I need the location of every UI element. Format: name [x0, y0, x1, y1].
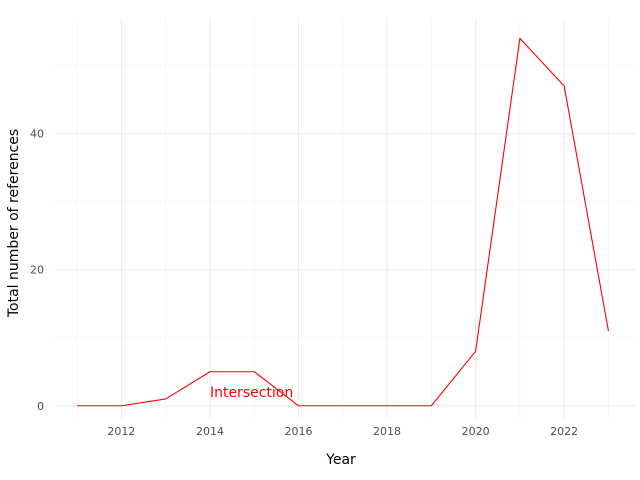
x-axis-title: Year [325, 452, 356, 468]
x-tick-label: 2020 [462, 425, 490, 438]
x-tick-label: 2022 [550, 425, 578, 438]
series-layer [77, 37, 609, 407]
minor-gridlines [55, 18, 635, 418]
x-tick-label: 2018 [373, 425, 401, 438]
x-tick-label: 2012 [107, 425, 135, 438]
y-tick-label: 0 [37, 400, 44, 413]
y-tick-label: 40 [30, 128, 44, 141]
major-gridlines [55, 18, 635, 418]
y-tick-label: 20 [30, 264, 44, 277]
y-axis-ticks: 0 20 40 [30, 128, 44, 413]
series-line [77, 37, 609, 407]
annotation-layer: Intersection [210, 385, 293, 401]
annotation-label: Intersection [210, 385, 293, 401]
y-axis-title: Total number of references [6, 129, 22, 318]
x-tick-label: 2016 [285, 425, 313, 438]
x-tick-label: 2014 [196, 425, 224, 438]
x-axis-ticks: 2012 2014 2016 2018 2020 2022 [107, 425, 578, 438]
